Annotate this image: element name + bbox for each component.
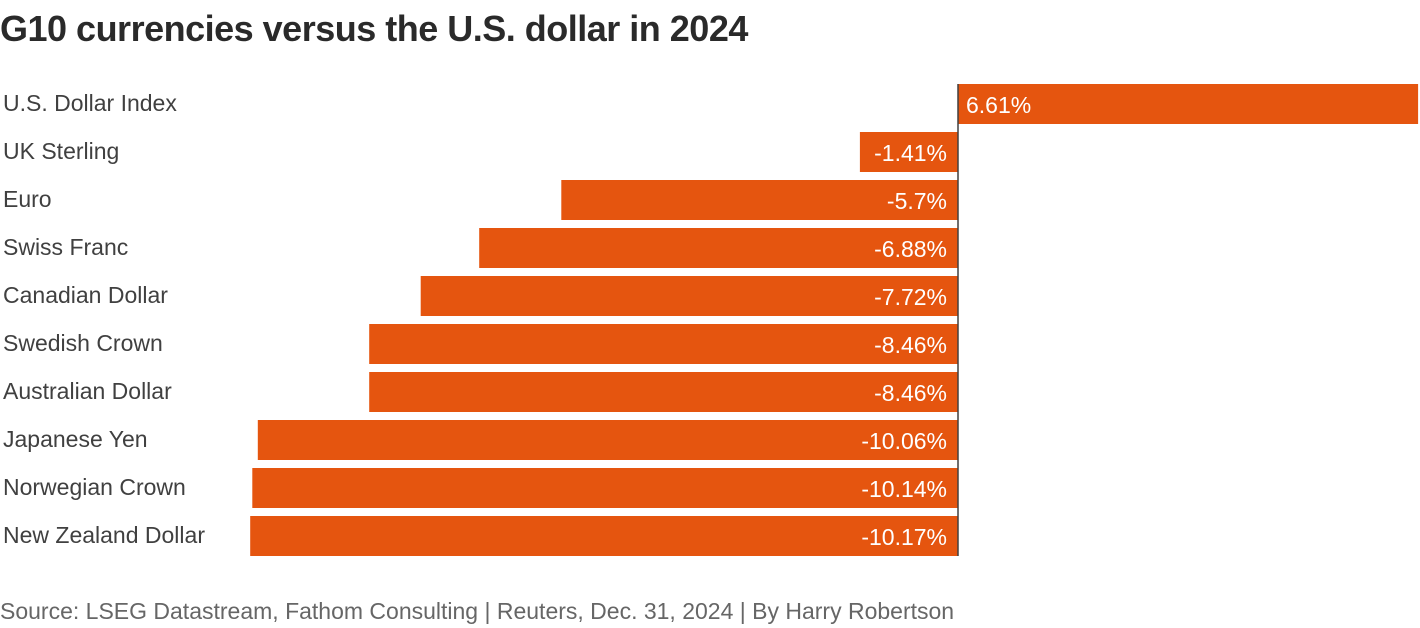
bar-australian-dollar bbox=[369, 372, 958, 412]
bar-swedish-crown bbox=[369, 324, 958, 364]
category-label-canadian-dollar: Canadian Dollar bbox=[3, 282, 168, 308]
category-labels: U.S. Dollar Index UK Sterling Euro Swiss Fr… bbox=[3, 90, 205, 548]
bar-u-s-dollar-index bbox=[958, 84, 1419, 124]
category-label-australian-dollar: Australian Dollar bbox=[3, 378, 172, 404]
value-label-swedish-crown: -8.46% bbox=[874, 332, 947, 358]
bar-canadian-dollar bbox=[420, 276, 958, 316]
source-note: Source: LSEG Datastream, Fathom Consulti… bbox=[0, 598, 955, 624]
value-label-uk-sterling: -1.41% bbox=[874, 140, 947, 166]
value-label-australian-dollar: -8.46% bbox=[874, 380, 947, 406]
bar-euro bbox=[561, 180, 958, 220]
bar-uk-sterling bbox=[859, 132, 958, 172]
bar-swiss-franc bbox=[479, 228, 958, 268]
bar-japanese-yen bbox=[257, 420, 958, 460]
value-label-new-zealand-dollar: -10.17% bbox=[861, 524, 947, 550]
value-labels: 6.61% -1.41% -5.7% -6.88% -7.72% -8.46% -8.46%… bbox=[861, 92, 1031, 550]
category-label-swiss-franc: Swiss Franc bbox=[3, 234, 128, 260]
value-label-japanese-yen: -10.06% bbox=[861, 428, 947, 454]
value-label-norwegian-crown: -10.14% bbox=[861, 476, 947, 502]
category-label-uk-sterling: UK Sterling bbox=[3, 138, 119, 164]
chart-title: G10 currencies versus the U.S. dollar in… bbox=[0, 8, 748, 49]
bar-new-zealand-dollar bbox=[250, 516, 958, 556]
category-label-swedish-crown: Swedish Crown bbox=[3, 330, 163, 356]
value-label-euro: -5.7% bbox=[887, 188, 947, 214]
value-label-canadian-dollar: -7.72% bbox=[874, 284, 947, 310]
category-label-new-zealand-dollar: New Zealand Dollar bbox=[3, 522, 205, 548]
value-label-swiss-franc: -6.88% bbox=[874, 236, 947, 262]
category-label-euro: Euro bbox=[3, 186, 52, 212]
category-label-norwegian-crown: Norwegian Crown bbox=[3, 474, 186, 500]
bars bbox=[250, 84, 1419, 556]
category-label-u-s-dollar-index: U.S. Dollar Index bbox=[3, 90, 177, 116]
category-label-japanese-yen: Japanese Yen bbox=[3, 426, 148, 452]
value-label-u-s-dollar-index: 6.61% bbox=[966, 92, 1031, 118]
bar-norwegian-crown bbox=[252, 468, 959, 508]
